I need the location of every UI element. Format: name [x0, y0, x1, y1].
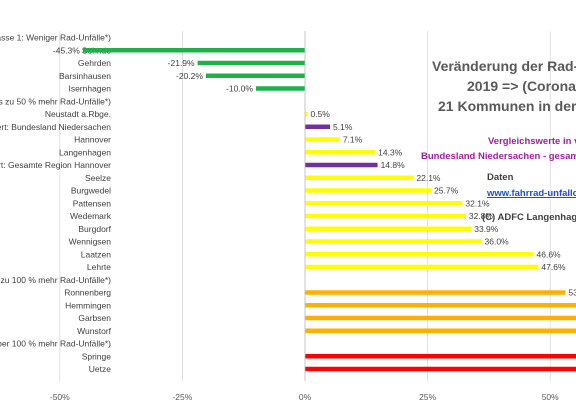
category-label: Hemmingen: [65, 300, 111, 310]
data-label: 0.5%: [310, 109, 330, 119]
category-label: Lehrte: [87, 262, 111, 272]
bar: [305, 290, 566, 295]
group-header-label: Über 100 % mehr Rad-Unfälle*): [0, 339, 111, 349]
bar: [305, 162, 378, 168]
x-tick-label: 0%: [299, 392, 312, 402]
category-label: wert: Bundesland Niedersachen: [0, 122, 111, 132]
chart-title-line-2: 2019 => (Corona) =: [467, 78, 576, 94]
bar: [305, 303, 576, 308]
bar: [305, 366, 576, 372]
data-label: 32.8%: [469, 211, 494, 221]
bar: [305, 201, 463, 206]
data-label: 14.3%: [378, 147, 403, 157]
category-label: wert: Gesamte Region Hannover: [0, 160, 111, 170]
bar: [305, 137, 340, 142]
chart-title-line-1: Veränderung der Rad-U: [432, 58, 576, 74]
comparison-note-line-2: Bundesland Niedersachen - gesam: [421, 151, 576, 162]
bar: [205, 73, 305, 78]
category-label: Seelze: [85, 173, 111, 183]
category-label: Garbsen: [78, 313, 111, 323]
bar: [305, 328, 576, 333]
bar: [305, 315, 576, 321]
bar: [305, 226, 472, 231]
data-label: -21.9%: [168, 58, 195, 68]
data-label: -10.0%: [226, 84, 253, 94]
bar: [305, 264, 539, 270]
data-label: 14.8%: [381, 160, 406, 170]
bar: [305, 239, 482, 244]
bar: [305, 124, 331, 129]
x-tick-label: 25%: [419, 392, 436, 402]
data-label: 7.1%: [343, 135, 363, 145]
group-header-label: bis zu 100 % mehr Rad-Unfälle*): [0, 275, 111, 285]
category-label: Wunstorf: [77, 326, 111, 336]
data-label: 46.6%: [537, 249, 562, 259]
x-tick-label: 50%: [542, 392, 559, 402]
data-label: -45.3%: [53, 45, 80, 55]
category-label: Barsinhausen: [59, 71, 111, 81]
copyright-credit: (C) ADFC Langenhage: [482, 212, 576, 223]
source-link[interactable]: www.fahrrad-unfallo: [487, 188, 576, 199]
category-label: Ronnenberg: [64, 288, 111, 298]
bar: [305, 150, 376, 155]
chart-title-line-3: 21 Kommunen in der Re: [438, 98, 576, 114]
x-tick-label: -50%: [50, 392, 70, 402]
category-label: Langenhagen: [59, 147, 111, 157]
source-label: Daten: [487, 172, 514, 183]
category-label: Burgdorf: [78, 224, 111, 234]
data-label: 33.9%: [474, 224, 499, 234]
data-label: 47.6%: [541, 262, 566, 272]
comparison-note-line-1: Vergleichswerte in v: [488, 136, 576, 147]
data-label: 5.1%: [333, 122, 353, 132]
category-label: Burgwedel: [71, 186, 111, 196]
group-header-label: (Bis zu 50 % mehr Rad-Unfälle*): [0, 96, 111, 106]
bar: [305, 213, 466, 219]
x-tick-label: -25%: [172, 392, 192, 402]
category-label: Neustadt a.Rbge.: [45, 109, 111, 119]
category-label: Gehrden: [78, 58, 111, 68]
bar: [305, 188, 432, 193]
data-label: 22.1%: [416, 173, 441, 183]
category-label: Wennigsen: [69, 237, 112, 247]
data-label: 32.1%: [465, 198, 490, 208]
category-label: Wedemark: [70, 211, 112, 221]
bar: [197, 60, 305, 66]
data-label: 36.0%: [485, 237, 510, 247]
category-label: Pattensen: [73, 198, 112, 208]
data-label: 53.1%: [568, 288, 576, 298]
category-label: Springe: [82, 351, 112, 361]
bar: [255, 86, 305, 91]
data-label: 25.7%: [434, 186, 459, 196]
category-label: Hannover: [74, 135, 111, 145]
bar: [305, 354, 576, 359]
bar: [82, 48, 305, 53]
group-header-label: Klasse 1: Weniger Rad-Unfälle*): [0, 33, 111, 43]
category-label: Uetze: [89, 364, 111, 374]
bar: [305, 175, 414, 180]
category-label: Isernhagen: [68, 84, 111, 94]
bar: [305, 111, 308, 117]
category-label: Laatzen: [81, 249, 112, 259]
data-label: -20.2%: [176, 71, 203, 81]
bar: [305, 252, 534, 257]
